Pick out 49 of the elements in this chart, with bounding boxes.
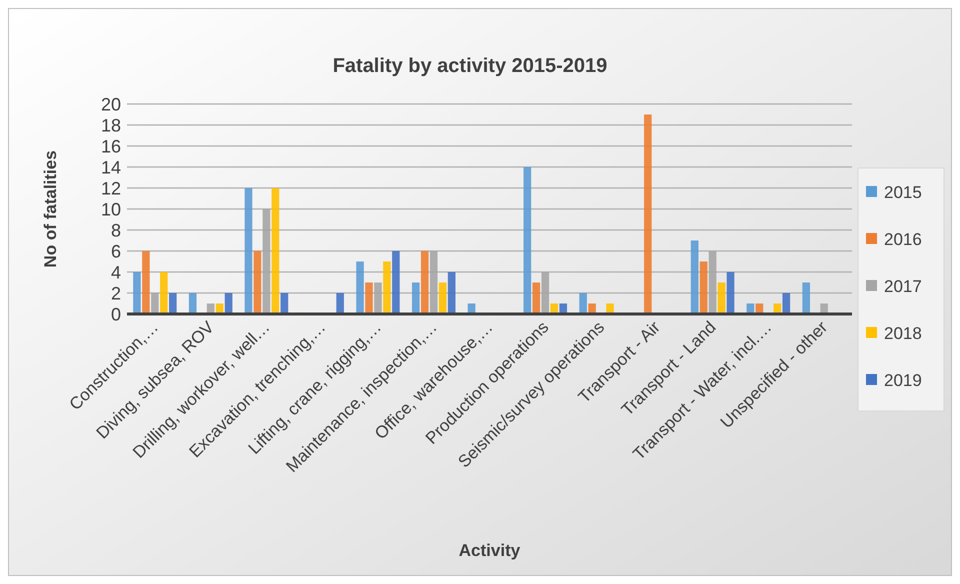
bar xyxy=(133,272,141,314)
legend-label: 2017 xyxy=(884,276,922,296)
bar xyxy=(606,304,614,314)
bar xyxy=(700,262,708,314)
bar xyxy=(160,272,168,314)
bar xyxy=(356,262,364,314)
bar xyxy=(448,272,456,314)
bar xyxy=(254,251,262,314)
bar xyxy=(412,282,420,314)
bar xyxy=(420,251,429,314)
bar xyxy=(802,282,810,314)
legend-label: 2019 xyxy=(884,370,922,390)
legend-label: 2016 xyxy=(884,230,922,249)
bar xyxy=(142,251,150,314)
bar xyxy=(272,188,280,314)
bar xyxy=(690,240,698,314)
y-tick-label: 20 xyxy=(100,94,121,114)
bar xyxy=(782,293,790,314)
bar xyxy=(188,293,197,314)
y-tick-label: 10 xyxy=(100,199,121,220)
bar xyxy=(224,293,232,314)
bar xyxy=(532,282,540,314)
y-tick-label: 2 xyxy=(110,283,121,304)
y-tick-label: 12 xyxy=(100,178,121,198)
y-tick-label: 0 xyxy=(110,304,121,324)
y-axis-title: No of fatalities xyxy=(41,150,60,268)
y-tick-label: 4 xyxy=(110,262,121,282)
y-tick-label: 16 xyxy=(100,136,121,156)
bar xyxy=(524,167,532,314)
bar xyxy=(169,293,177,314)
bar xyxy=(718,282,726,314)
y-tick-label: 18 xyxy=(100,115,121,136)
bar xyxy=(579,293,587,314)
legend-label: 2015 xyxy=(884,182,922,202)
bar xyxy=(280,293,288,314)
bar xyxy=(365,282,373,314)
y-tick-label: 6 xyxy=(110,241,121,262)
y-tick-label: 8 xyxy=(110,220,121,240)
y-tick-label: 14 xyxy=(100,157,121,178)
bar xyxy=(726,272,734,314)
x-axis-title: Activity xyxy=(458,541,521,560)
bar xyxy=(644,114,652,314)
bar xyxy=(438,282,447,314)
chart-title: Fatality by activity 2015-2019 xyxy=(332,55,608,77)
bar xyxy=(383,262,391,314)
bar xyxy=(336,293,344,314)
bar xyxy=(244,188,252,314)
legend-label: 2018 xyxy=(884,324,922,343)
bar xyxy=(392,251,400,314)
